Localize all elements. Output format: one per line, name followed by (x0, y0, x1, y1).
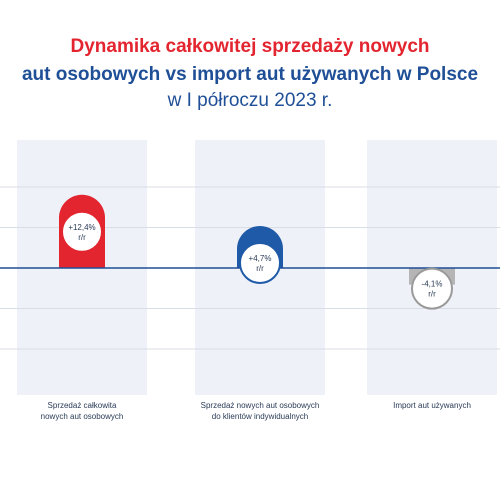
title-line-3: w I półroczu 2023 r. (167, 90, 333, 111)
data-label: +4,7%r/r (239, 241, 281, 284)
data-label-text: r/r (428, 290, 436, 299)
data-label-circle (411, 267, 453, 310)
data-label-text: r/r (256, 264, 264, 273)
category-label: Sprzedaż nowych aut osobowych do klientów… (180, 400, 340, 422)
data-label-circle (61, 210, 103, 253)
category-label: Import aut używanych (352, 400, 500, 411)
category-label-line: do klientów indywidualnych (211, 412, 309, 421)
category-label-line: Sprzedaż całkowita (47, 401, 117, 410)
data-label-circle (239, 241, 281, 284)
title-line-1: Dynamika całkowitej sprzedaży nowych (70, 36, 430, 57)
category-label-line: Import aut używanych (393, 401, 471, 410)
data-label-text: r/r (78, 233, 86, 242)
data-label: +12,4%r/r (61, 210, 103, 253)
category-label-line: nowych aut osobowych (40, 412, 124, 421)
data-label-text: +4,7% (249, 254, 272, 263)
title-line-2: aut osobowych vs import aut używanych w … (21, 64, 479, 85)
data-label-text: -4,1% (422, 280, 443, 289)
data-label: -4,1%r/r (411, 267, 453, 310)
category-label: Sprzedaż całkowita nowych aut osobowych (2, 400, 162, 422)
category-label-line: Sprzedaż nowych aut osobowych (200, 401, 320, 410)
data-label-text: +12,4% (68, 223, 95, 232)
